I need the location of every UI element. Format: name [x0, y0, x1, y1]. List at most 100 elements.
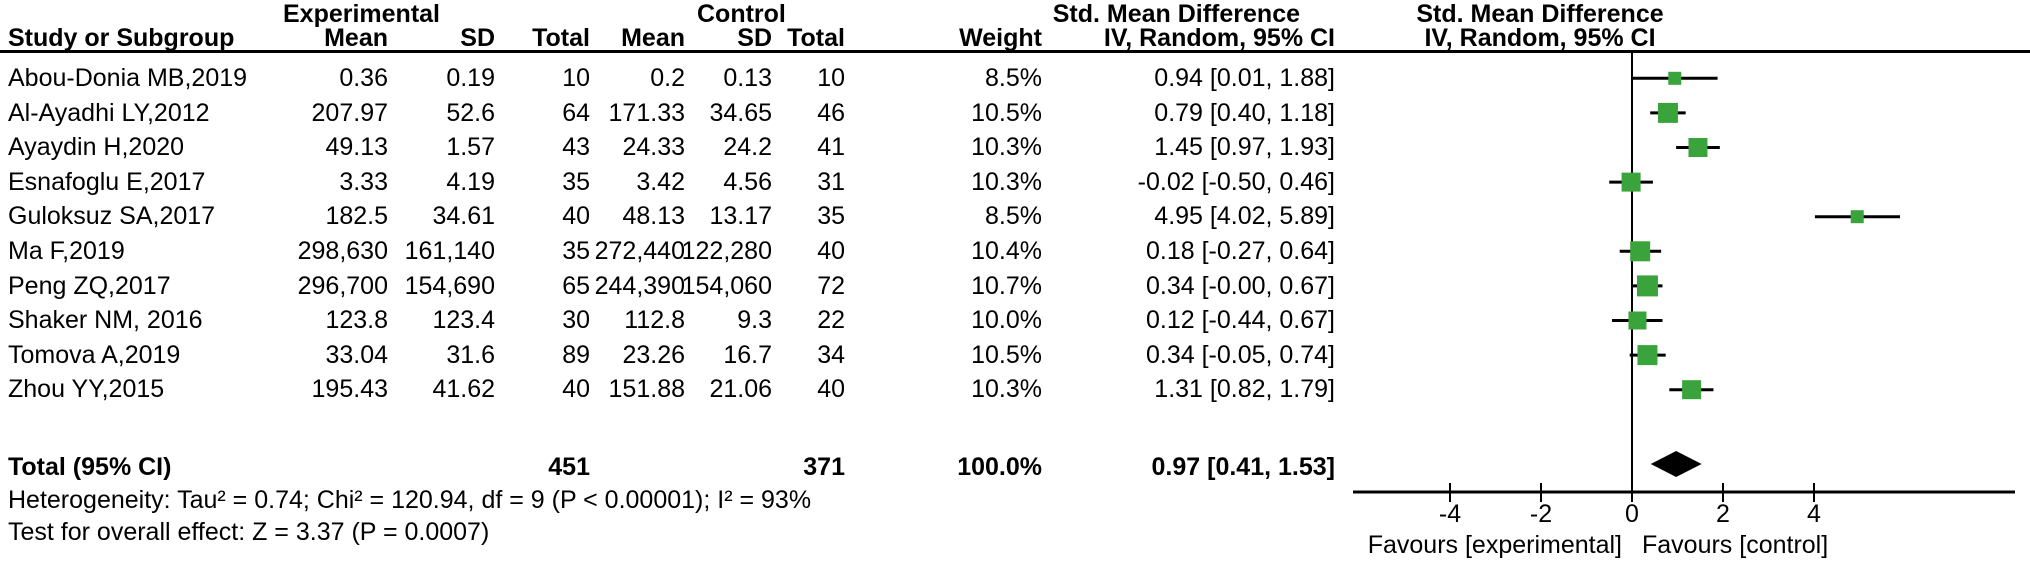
axis-tick-label: -4: [1438, 500, 1462, 528]
header-smd-left: Std. Mean Difference: [1052, 0, 1300, 28]
ctl-sd: 34.65: [709, 98, 772, 127]
weight: 10.5%: [971, 340, 1042, 369]
effect-square: [1850, 210, 1864, 224]
ctl-total: 35: [817, 202, 845, 231]
ctl-sd: 122,280: [681, 237, 772, 265]
header-study-col: Study or Subgroup: [8, 24, 235, 52]
ctl-sd: 21.06: [709, 375, 772, 404]
exp-total: 30: [562, 306, 590, 335]
overall-effect-note: Test for overall effect: Z = 3.37 (P = 0…: [8, 518, 490, 546]
exp-sd: 4.19: [446, 167, 495, 196]
exp-mean: 298,630: [297, 237, 388, 265]
exp-mean: 195.43: [311, 375, 388, 404]
effect-square: [1636, 275, 1658, 297]
table-row: Ayaydin H,2020 49.13 1.57 43 24.33 24.2 …: [0, 130, 2030, 165]
exp-total: 89: [562, 340, 590, 369]
ctl-mean: 24.33: [622, 133, 685, 162]
total-ctl-total: 371: [803, 453, 845, 481]
ci-text: 0.94 [0.01, 1.88]: [1154, 64, 1335, 92]
ctl-total: 40: [817, 375, 845, 404]
ctl-sd: 0.13: [723, 64, 772, 92]
exp-total: 64: [562, 98, 590, 127]
effect-square: [1637, 345, 1658, 366]
effect-square: [1688, 138, 1708, 157]
ctl-total: 22: [817, 306, 845, 335]
exp-total: 35: [562, 167, 590, 196]
exp-total: 40: [562, 202, 590, 231]
exp-sd: 34.61: [432, 202, 495, 231]
header-ctl-total: Total: [787, 24, 845, 52]
exp-mean: 49.13: [325, 133, 388, 162]
exp-total: 43: [562, 133, 590, 162]
header-method-plot: IV, Random, 95% CI: [1424, 24, 1656, 52]
header-exp-sd: SD: [460, 24, 495, 52]
exp-sd: 161,140: [404, 237, 495, 265]
table-row: Abou-Donia MB,2019 0.36 0.19 10 0.2 0.13…: [0, 61, 2030, 96]
table-row: Esnafoglu E,2017 3.33 4.19 35 3.42 4.56 …: [0, 165, 2030, 200]
total-label: Total (95% CI): [8, 453, 172, 481]
exp-mean: 0.36: [339, 64, 388, 92]
exp-sd: 123.4: [432, 306, 495, 335]
table-row: Peng ZQ,2017 296,700 154,690 65 244,390 …: [0, 269, 2030, 304]
weight: 10.7%: [971, 271, 1042, 300]
exp-mean: 3.33: [339, 167, 388, 196]
study-label: Abou-Donia MB,2019: [8, 64, 248, 92]
ci-text: 0.12 [-0.44, 0.67]: [1145, 306, 1335, 335]
total-ci-text: 0.97 [0.41, 1.53]: [1151, 453, 1335, 481]
header-group-experimental: Experimental: [283, 0, 441, 28]
ctl-total: 72: [817, 271, 845, 300]
header-exp-mean: Mean: [324, 24, 388, 52]
exp-sd: 1.57: [446, 133, 495, 162]
table-row: Shaker NM, 2016 123.8 123.4 30 112.8 9.3…: [0, 303, 2030, 338]
ctl-total: 34: [817, 340, 845, 369]
weight: 10.3%: [971, 375, 1042, 404]
ctl-mean: 151.88: [608, 375, 685, 404]
axis-tick-label: -2: [1529, 500, 1553, 528]
study-label: Tomova A,2019: [8, 340, 181, 369]
ctl-sd: 4.56: [723, 167, 772, 196]
axis-tick-label: 4: [1807, 500, 1821, 528]
exp-mean: 182.5: [325, 202, 388, 231]
header-exp-total: Total: [532, 24, 590, 52]
study-label: Shaker NM, 2016: [8, 306, 203, 335]
ctl-total: 31: [817, 167, 845, 196]
weight: 10.3%: [971, 167, 1042, 196]
study-label: Guloksuz SA,2017: [8, 202, 216, 231]
effect-square: [1657, 102, 1678, 123]
ci-text: 4.95 [4.02, 5.89]: [1154, 202, 1335, 231]
ctl-mean: 0.2: [650, 64, 685, 92]
exp-total: 10: [562, 64, 590, 92]
weight: 10.3%: [971, 133, 1042, 162]
exp-sd: 52.6: [446, 98, 495, 127]
ctl-sd: 154,060: [681, 271, 772, 300]
study-label: Esnafoglu E,2017: [8, 167, 206, 196]
exp-mean: 207.97: [311, 98, 388, 127]
study-label: Zhou YY,2015: [8, 375, 165, 404]
exp-sd: 154,690: [404, 271, 495, 300]
study-label: Ayaydin H,2020: [8, 133, 185, 162]
total-exp-total: 451: [548, 453, 590, 481]
table-row: Ma F,2019 298,630 161,140 35 272,440 122…: [0, 234, 2030, 269]
exp-sd: 0.19: [446, 64, 495, 92]
weight: 8.5%: [985, 202, 1042, 231]
header-smd-plot: Std. Mean Difference: [1416, 0, 1664, 28]
exp-mean: 33.04: [325, 340, 388, 369]
ctl-mean: 171.33: [608, 98, 685, 127]
ctl-mean: 3.42: [636, 167, 685, 196]
header-method-left: IV, Random, 95% CI: [1103, 24, 1335, 52]
exp-total: 65: [562, 271, 590, 300]
header-ctl-mean: Mean: [621, 24, 685, 52]
table-row: Zhou YY,2015 195.43 41.62 40 151.88 21.0…: [0, 372, 2030, 407]
weight: 10.5%: [971, 98, 1042, 127]
weight: 8.5%: [985, 64, 1042, 92]
ci-text: 1.45 [0.97, 1.93]: [1154, 133, 1335, 162]
ctl-total: 40: [817, 237, 845, 265]
ctl-mean: 23.26: [622, 340, 685, 369]
header-separator-line: [0, 50, 2030, 53]
effect-square: [1630, 241, 1651, 262]
header-weight: Weight: [959, 24, 1042, 52]
weight: 10.0%: [971, 306, 1042, 335]
ctl-mean: 272,440: [594, 237, 685, 265]
